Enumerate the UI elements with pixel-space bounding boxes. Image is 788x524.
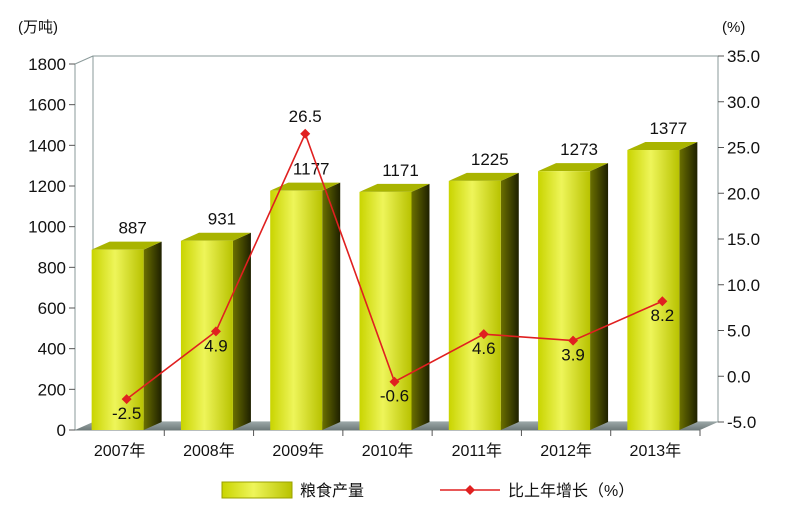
- left-tick-label: 0: [57, 421, 66, 440]
- bar-top: [538, 163, 609, 172]
- left-tick-label: 200: [38, 380, 66, 399]
- right-tick-label: 20.0: [727, 184, 760, 203]
- left-tick-label: 600: [38, 299, 66, 318]
- growth-marker: [121, 394, 132, 405]
- growth-marker: [657, 296, 668, 307]
- bar: [448, 180, 501, 430]
- bar-value-label: 887: [118, 219, 146, 238]
- bar: [270, 190, 323, 430]
- x-tick-label: 2008年: [183, 442, 235, 460]
- left-tick-label: 1800: [28, 55, 66, 74]
- bar-value-label: 1171: [382, 161, 419, 180]
- left-tick-label: 1200: [28, 177, 66, 196]
- bar-side: [590, 163, 609, 430]
- growth-marker: [478, 329, 489, 340]
- growth-value-label: -2.5: [112, 404, 141, 423]
- x-tick-label: 2010年: [362, 442, 414, 460]
- growth-marker: [210, 326, 221, 337]
- growth-marker: [568, 335, 579, 346]
- bar-top: [91, 241, 162, 250]
- right-axis-label: (%): [722, 19, 745, 36]
- growth-value-label: 8.2: [651, 306, 675, 325]
- wall-edge: [74, 55, 94, 65]
- right-tick-label: 30.0: [727, 93, 760, 112]
- left-tick-label: 400: [38, 340, 66, 359]
- right-tick-label: 35.0: [727, 47, 760, 66]
- growth-value-label: 3.9: [561, 346, 585, 365]
- right-tick-label: 25.0: [727, 139, 760, 158]
- bar-top: [627, 142, 698, 151]
- bar-top: [180, 232, 251, 241]
- bar-side: [411, 183, 430, 430]
- bar: [627, 150, 680, 430]
- bar-side: [322, 182, 341, 430]
- x-tick-label: 2009年: [272, 442, 324, 460]
- left-tick-label: 800: [38, 258, 66, 277]
- growth-marker: [300, 128, 311, 139]
- bar: [91, 249, 144, 430]
- growth-marker: [389, 376, 400, 387]
- x-tick-label: 2012年: [540, 442, 592, 460]
- legend-line-label: 比上年增长（%）: [508, 482, 634, 500]
- bar: [538, 171, 591, 430]
- right-tick-label: 0.0: [727, 367, 751, 386]
- growth-value-label: -0.6: [380, 387, 409, 406]
- left-tick-label: 1400: [28, 136, 66, 155]
- bar-value-label: 1273: [560, 140, 598, 159]
- growth-value-label: 4.6: [472, 339, 496, 358]
- left-axis-label: (万吨): [18, 19, 58, 36]
- bar-top: [359, 183, 430, 192]
- bar-value-label: 1377: [649, 119, 687, 138]
- left-tick-label: 1000: [28, 218, 66, 237]
- growth-value-label: 4.9: [204, 336, 228, 355]
- legend-bar-label: 粮食产量: [300, 482, 364, 500]
- bar-side: [679, 142, 698, 430]
- bar-value-label: 1177: [293, 160, 330, 179]
- bar-side: [143, 241, 162, 430]
- bar-side: [500, 172, 519, 430]
- x-tick-label: 2011年: [452, 442, 502, 460]
- x-tick-label: 2007年: [94, 442, 146, 460]
- right-tick-label: 10.0: [727, 276, 760, 295]
- left-tick-label: 1600: [28, 96, 66, 115]
- bar-value-label: 931: [208, 210, 236, 229]
- bar: [180, 240, 233, 430]
- bar-side: [232, 232, 251, 430]
- growth-value-label: 26.5: [289, 107, 322, 126]
- x-tick-label: 2013年: [630, 442, 682, 460]
- bar-value-label: 1225: [471, 150, 509, 169]
- right-tick-label: 15.0: [727, 230, 760, 249]
- right-tick-label: 5.0: [727, 322, 751, 341]
- bar-top: [448, 172, 519, 181]
- right-tick-label: -5.0: [727, 413, 756, 432]
- legend-line-marker: [465, 485, 475, 495]
- legend-bar-swatch: [221, 481, 293, 499]
